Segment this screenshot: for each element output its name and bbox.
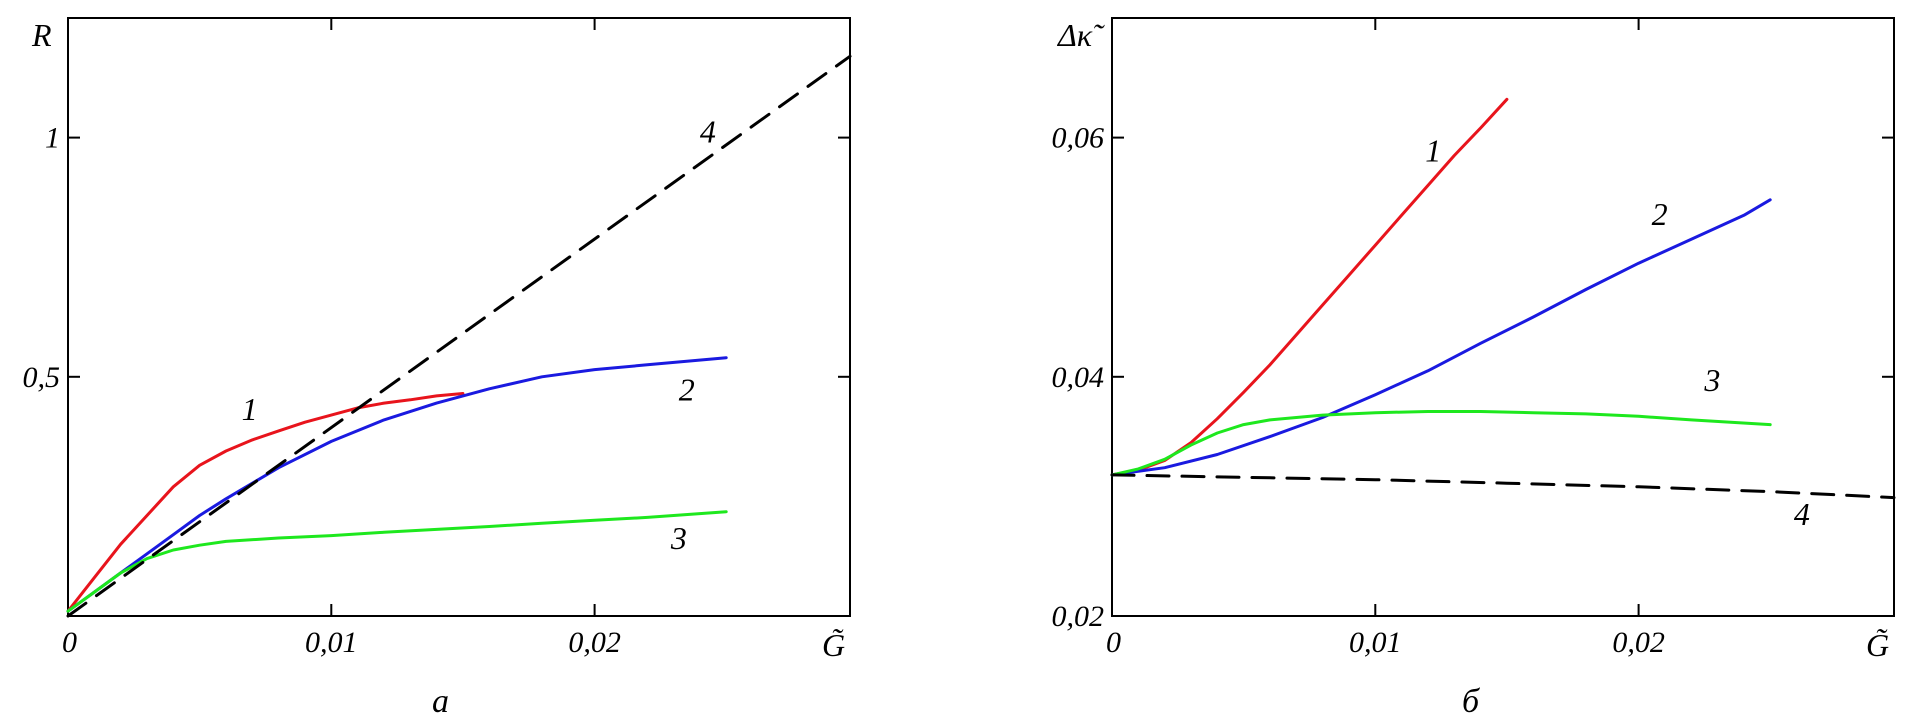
plot-frame-b xyxy=(1111,17,1895,617)
x-tick-label: 0 xyxy=(1106,626,1121,659)
series-line-3 xyxy=(1110,410,1772,477)
x-axis-title-a: G̃ xyxy=(822,627,845,663)
ticks-b xyxy=(1111,18,1894,617)
panel-label-a: a xyxy=(432,683,449,719)
curve-label: 3 xyxy=(670,520,687,556)
series-line-4 xyxy=(1110,473,1896,500)
ticks-a xyxy=(67,18,850,616)
x-tick-label: 0,01 xyxy=(1349,626,1402,659)
curve-label: 1 xyxy=(242,391,258,427)
curve-label: 1 xyxy=(1425,133,1441,169)
panel-label-b: б xyxy=(1462,683,1481,719)
x-tick-label: 0,02 xyxy=(568,626,621,659)
series-line-2 xyxy=(66,356,728,613)
y-axis-title-b: Δκ̃ xyxy=(1056,17,1105,53)
curves-a xyxy=(66,54,852,618)
curve-label: 2 xyxy=(679,372,695,408)
series-line-3 xyxy=(66,510,728,613)
y-tick-label: 0,02 xyxy=(1052,600,1105,633)
tick-labels-a: 0 0,01 0,02 0,5 1 xyxy=(23,122,621,659)
panel-b: 0 0,01 0,02 0,02 0,04 0,06 1 2 3 4 Δκ̃ G̃ б xyxy=(1052,17,1896,719)
series-line-4 xyxy=(66,54,852,618)
y-tick-label: 0,5 xyxy=(23,361,61,394)
series-line-2 xyxy=(1110,198,1772,477)
series-line-1 xyxy=(66,392,465,613)
curve-labels-b: 1 2 3 4 xyxy=(1425,133,1810,533)
curve-labels-a: 1 2 3 4 xyxy=(242,113,716,556)
curve-label: 4 xyxy=(700,113,716,149)
curve-label: 4 xyxy=(1794,496,1810,532)
series-line-1 xyxy=(1110,97,1509,477)
panel-a: 0 0,01 0,02 0,5 1 1 2 3 4 R G̃ a xyxy=(23,17,852,719)
curve-label: 2 xyxy=(1652,196,1668,232)
x-axis-title-b: G̃ xyxy=(1866,627,1889,663)
y-axis-title-a: R xyxy=(31,17,52,53)
y-tick-label: 0,04 xyxy=(1052,361,1105,394)
curve-label: 3 xyxy=(1703,362,1720,398)
y-tick-label: 1 xyxy=(45,122,60,155)
x-tick-label: 0,02 xyxy=(1612,626,1665,659)
tick-labels-b: 0 0,01 0,02 0,02 0,04 0,06 xyxy=(1052,122,1665,659)
curves-b xyxy=(1110,97,1896,500)
x-tick-label: 0,01 xyxy=(305,626,358,659)
plot-frame-a xyxy=(67,17,851,617)
x-tick-label: 0 xyxy=(62,626,77,659)
y-tick-label: 0,06 xyxy=(1052,122,1105,155)
